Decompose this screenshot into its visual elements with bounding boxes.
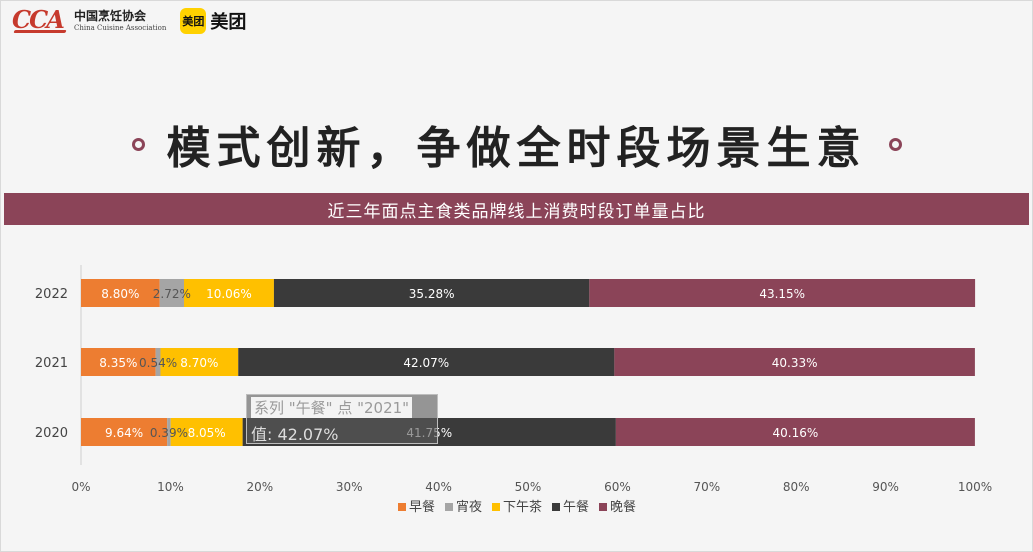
data-label: 0.54% [139, 356, 177, 370]
legend-label: 宵夜 [456, 499, 482, 515]
cca-letters: CCA [12, 5, 65, 34]
bar-segment [167, 418, 171, 446]
bar-segment [273, 279, 590, 307]
x-tick-label: 40% [425, 480, 452, 494]
chart-tooltip: 系列 "午餐" 点 "2021" 值: 42.07% [246, 394, 438, 444]
chart-title-band: 近三年面点主食类品牌线上消费时段订单量占比 [4, 193, 1029, 225]
bar-segment [238, 348, 615, 376]
data-label: 42.07% [403, 356, 449, 370]
tooltip-series-point: 系列 "午餐" 点 "2021" [251, 397, 413, 418]
x-tick-label: 50% [515, 480, 542, 494]
bar-segment [183, 279, 274, 307]
y-tick-label: 2021 [35, 356, 68, 371]
legend-label: 早餐 [409, 499, 435, 515]
data-label: 10.06% [206, 287, 252, 301]
cca-name-en: China Cuisine Association [74, 24, 167, 32]
data-label: 8.70% [180, 356, 218, 370]
x-tick-label: 60% [604, 480, 631, 494]
bar-segment [589, 279, 976, 307]
legend-swatch [492, 503, 500, 511]
data-label: 8.80% [101, 287, 139, 301]
y-tick-label: 2022 [35, 287, 68, 302]
data-label: 35.28% [409, 287, 455, 301]
ring-left-icon [131, 137, 145, 151]
data-label: 8.35% [99, 356, 137, 370]
x-tick-label: 70% [693, 480, 720, 494]
bar-segment [155, 348, 161, 376]
x-tick-label: 90% [872, 480, 899, 494]
data-label: 43.15% [759, 287, 805, 301]
x-tick-label: 30% [336, 480, 363, 494]
x-tick-label: 80% [783, 480, 810, 494]
ring-right-icon [888, 137, 902, 151]
tooltip-value: 值: 42.07% [251, 425, 339, 444]
bar-segment [614, 348, 975, 376]
bar-segment [81, 418, 168, 446]
legend-label: 午餐 [563, 499, 589, 515]
cca-name-cn: 中国烹饪协会 [74, 9, 147, 23]
bar-segment [81, 279, 160, 307]
data-label: 0.39% [150, 426, 188, 440]
logo-bar: CCA 中国烹饪协会 China Cuisine Association 美团 … [12, 5, 247, 36]
x-tick-label: 10% [157, 480, 184, 494]
legend-label: 晚餐 [610, 499, 636, 515]
legend-swatch [552, 503, 560, 511]
data-label: 40.33% [772, 356, 818, 370]
meituan-logo-text: 美团 [210, 12, 247, 33]
cca-logo: CCA [12, 5, 70, 35]
y-tick-label: 2020 [35, 426, 68, 441]
data-label: 2.72% [153, 287, 191, 301]
cca-names: 中国烹饪协会 China Cuisine Association [74, 10, 166, 32]
bar-segment [159, 279, 184, 307]
headline: 模式创新，争做全时段场景生意 [0, 112, 1033, 176]
bar-segment [160, 348, 239, 376]
legend-swatch [398, 503, 406, 511]
x-tick-label: 20% [246, 480, 273, 494]
chart-title: 近三年面点主食类品牌线上消费时段订单量占比 [327, 201, 706, 222]
x-tick-label: 100% [958, 480, 992, 494]
headline-title: 模式创新，争做全时段场景生意 [166, 123, 867, 174]
data-label: 40.16% [773, 426, 819, 440]
x-tick-label: 0% [71, 480, 90, 494]
legend-label: 下午茶 [503, 499, 542, 515]
bar-segment [81, 348, 156, 376]
meituan-logo-badge: 美团 [180, 8, 207, 34]
data-label: 8.05% [188, 426, 226, 440]
bar-segment [170, 418, 243, 446]
legend-swatch [445, 503, 453, 511]
bar-segment [615, 418, 975, 446]
legend-swatch [599, 503, 607, 511]
data-label: 9.64% [105, 426, 143, 440]
